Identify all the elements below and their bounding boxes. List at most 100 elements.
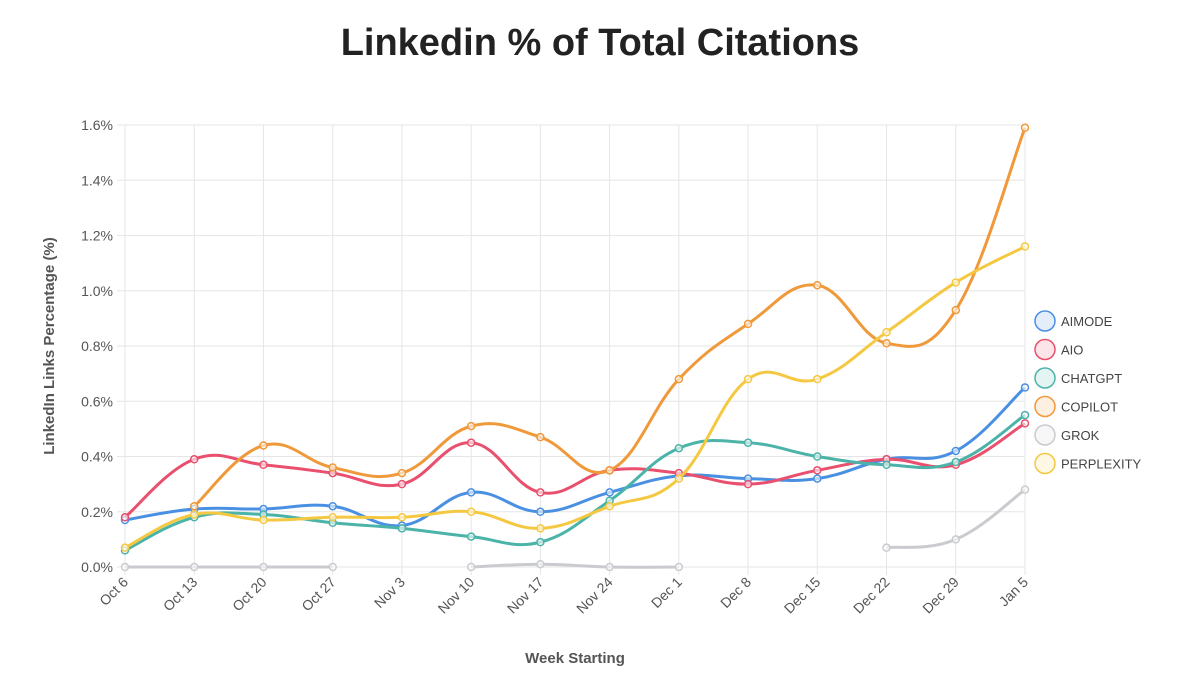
x-tick-label: Oct 6 [96,574,131,609]
data-point-aio [397,479,407,489]
y-axis-title: LinkedIn Links Percentage (%) [41,237,58,455]
data-point-copilot [1020,123,1030,133]
legend-marker-aimode[interactable] [1034,310,1056,332]
legend-label-aio[interactable]: AIO [1061,343,1083,358]
data-point-aimode [951,446,961,456]
x-tick-label: Jan 5 [996,574,1032,610]
chart-title: Linkedin % of Total Citations [340,22,860,64]
data-point-aio [536,488,545,497]
data-point-chatgpt [536,537,545,547]
x-tick-label: Nov 10 [435,574,478,617]
x-tick-label: Nov 17 [504,574,547,617]
data-point-perplexity [259,515,268,525]
data-point-copilot [605,466,614,475]
y-tick-label: 1.4% [81,172,113,188]
data-point-perplexity [120,543,130,552]
data-point-aio [813,466,822,475]
data-point-grok [882,543,891,552]
legend-label-chatgpt[interactable]: CHATGPT [1061,371,1122,386]
data-point-copilot [189,501,199,511]
series-line-grok [471,562,679,569]
series-line-chatgpt [124,413,1026,552]
series-line-perplexity [124,245,1026,550]
data-point-perplexity [882,327,891,337]
data-point-grok [605,562,614,572]
data-point-copilot [328,463,337,472]
data-point-aio [1020,419,1030,428]
data-point-copilot [536,432,545,442]
y-tick-label: 0.4% [81,449,113,465]
data-point-grok [536,559,545,569]
data-point-copilot [882,338,891,348]
data-point-perplexity [189,510,199,519]
y-tick-label: 0.6% [81,393,113,409]
y-tick-label: 0.2% [81,504,113,520]
data-point-chatgpt [674,443,684,453]
data-point-perplexity [1020,242,1030,251]
x-tick-label: Dec 22 [850,574,893,617]
legend-marker-chatgpt[interactable] [1034,367,1056,389]
legend-marker-copilot[interactable] [1034,395,1056,418]
legend-marker-grok[interactable] [1034,424,1056,446]
data-point-copilot [397,468,407,478]
data-point-aimode [1020,383,1030,392]
data-point-perplexity [536,524,545,533]
legend-marker-aio[interactable] [1034,338,1056,361]
data-point-aio [743,479,753,489]
data-point-grok [120,562,130,572]
legend-label-copilot[interactable]: COPILOT [1061,400,1118,415]
y-tick-label: 1.0% [81,283,113,299]
x-tick-label: Nov 3 [371,574,408,611]
data-point-chatgpt [466,532,476,541]
data-point-grok [674,562,684,572]
data-point-perplexity [605,501,614,511]
data-point-chatgpt [951,457,961,467]
data-point-aio [189,455,199,464]
data-point-chatgpt [813,452,822,461]
data-point-grok [466,562,476,572]
data-point-aio [466,438,476,447]
data-point-grok [328,562,337,572]
data-point-aimode [466,488,476,497]
data-point-perplexity [328,513,337,522]
data-point-perplexity [813,374,822,384]
y-tick-label: 1.2% [81,228,113,244]
data-point-chatgpt [1020,410,1030,420]
data-point-aimode [328,501,337,511]
x-tick-label: Dec 15 [781,574,824,617]
data-point-perplexity [951,278,961,287]
data-point-perplexity [743,374,753,384]
legend-label-aimode[interactable]: AIMODE [1061,314,1113,329]
data-point-aimode [813,474,822,483]
y-tick-label: 0.8% [81,338,113,354]
data-point-chatgpt [743,438,753,447]
x-tick-label: Dec 1 [648,574,685,611]
x-axis-title: Week Starting [525,650,625,667]
legend-marker-perplexity[interactable] [1034,452,1056,475]
data-point-chatgpt [882,460,891,470]
data-point-perplexity [674,474,684,483]
data-point-copilot [674,374,684,384]
data-point-copilot [743,319,753,329]
data-point-perplexity [397,513,407,522]
y-tick-label: 1.6% [81,117,113,133]
y-tick-label: 0.0% [81,559,113,575]
data-point-grok [951,535,961,544]
x-tick-label: Dec 29 [919,574,962,617]
data-point-perplexity [466,507,476,516]
x-tick-label: Oct 20 [229,574,270,615]
data-point-aimode [536,507,545,516]
data-point-grok [189,562,199,572]
x-tick-label: Dec 8 [717,574,754,611]
data-point-copilot [951,305,961,315]
x-tick-label: Oct 13 [160,574,201,615]
legend-label-perplexity[interactable]: PERPLEXITY [1061,457,1142,472]
data-point-copilot [466,421,476,431]
data-point-aio [259,460,268,470]
data-point-chatgpt [397,524,407,533]
data-point-copilot [259,441,268,450]
data-point-copilot [813,280,822,290]
legend-label-grok[interactable]: GROK [1061,428,1100,443]
series-line-aio [124,422,1026,519]
